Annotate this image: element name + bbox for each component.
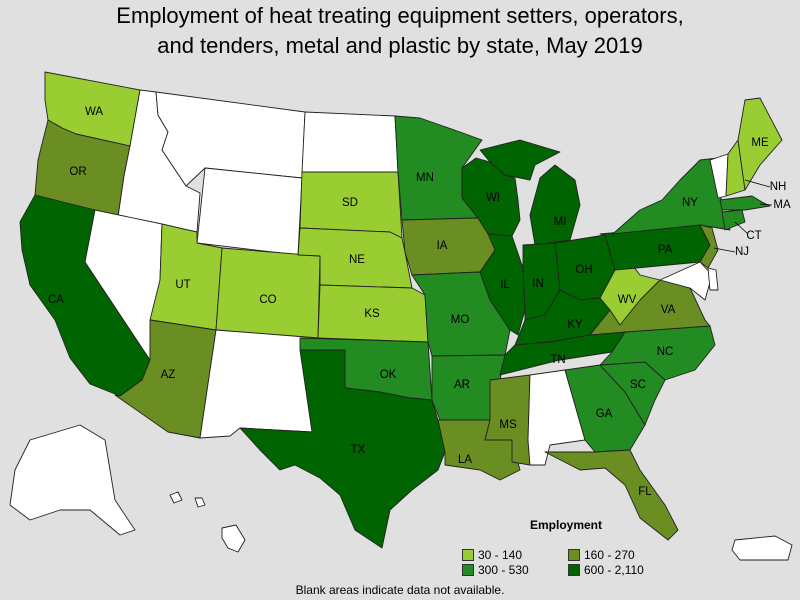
state-label-ga: GA — [596, 408, 613, 420]
state-label-oh: OH — [575, 264, 592, 276]
leader-line-ma — [759, 203, 773, 206]
state-label-la: LA — [458, 454, 472, 466]
state-hi — [169, 491, 246, 553]
state-label-ks: KS — [364, 308, 380, 320]
state-label-mo: MO — [451, 314, 470, 326]
legend-swatch — [462, 549, 474, 561]
state-ct — [721, 209, 746, 231]
title-line-1: Employment of heat treating equipment se… — [116, 3, 684, 28]
legend-item-30-140: 30 - 140 — [462, 548, 522, 562]
state-wy — [196, 167, 303, 256]
state-ak — [9, 424, 136, 536]
state-label-sc: SC — [630, 379, 646, 391]
state-label-ms: MS — [499, 419, 517, 431]
state-label-tn: TN — [550, 354, 565, 366]
state-label-wa: WA — [85, 106, 103, 118]
legend-label: 300 - 530 — [478, 563, 529, 577]
state-label-wi: WI — [486, 192, 500, 204]
state-label-nj: NJ — [735, 246, 749, 258]
legend-swatch — [462, 564, 474, 576]
state-label-mn: MN — [416, 172, 434, 184]
map-title: Employment of heat treating equipment se… — [0, 1, 800, 61]
state-label-sd: SD — [342, 197, 358, 209]
footnote: Blank areas indicate data not available. — [295, 583, 505, 597]
legend-item-160-270: 160 - 270 — [568, 548, 635, 562]
state-label-me: ME — [751, 137, 769, 149]
state-fl — [544, 449, 679, 541]
state-nd — [301, 111, 399, 173]
leader-line-nh — [744, 179, 771, 188]
state-label-co: CO — [259, 294, 276, 306]
state-wi — [461, 157, 521, 237]
state-nc — [599, 325, 716, 381]
state-label-va: VA — [661, 304, 676, 316]
legend-label: 600 - 2,110 — [584, 563, 644, 577]
legend-title: Employment — [529, 518, 602, 532]
state-il — [479, 233, 526, 336]
legend-swatch — [568, 564, 580, 576]
state-label-or: OR — [69, 166, 86, 178]
state-mi — [479, 139, 581, 246]
state-label-il: IL — [500, 279, 510, 291]
state-label-ky: KY — [567, 319, 583, 331]
state-label-ca: CA — [48, 294, 64, 306]
state-me — [737, 97, 783, 191]
state-label-nc: NC — [657, 346, 674, 358]
state-label-wv: WV — [618, 294, 637, 306]
state-label-nh: NH — [770, 181, 787, 193]
state-label-az: AZ — [161, 369, 176, 381]
state-md — [659, 261, 713, 301]
legend: Employment 30 - 140 160 - 270 300 - 530 … — [458, 518, 708, 577]
state-tx — [239, 349, 446, 549]
legend-item-300-530: 300 - 530 — [462, 563, 529, 577]
state-ma — [719, 195, 771, 211]
legend-label: 160 - 270 — [584, 548, 635, 562]
state-label-ma: MA — [773, 199, 791, 211]
state-label-in: IN — [532, 278, 544, 290]
leader-line-ct — [734, 221, 749, 235]
legend-item-600-2110: 600 - 2,110 — [568, 563, 644, 577]
state-co — [215, 247, 321, 339]
leader-line-nj — [713, 247, 736, 253]
state-label-tx: TX — [351, 444, 366, 456]
state-pr — [731, 535, 793, 561]
state-label-mi: MI — [554, 216, 567, 228]
state-label-ny: NY — [682, 197, 698, 209]
legend-label: 30 - 140 — [478, 548, 523, 562]
legend-swatch — [568, 549, 580, 561]
title-line-2: and tenders, metal and plastic by state,… — [157, 33, 643, 58]
state-label-ok: OK — [380, 369, 397, 381]
state-label-ar: AR — [454, 379, 470, 391]
state-label-ut: UT — [175, 279, 190, 291]
state-label-fl: FL — [638, 486, 652, 498]
state-label-ne: NE — [349, 254, 365, 266]
state-label-ct: CT — [746, 230, 761, 242]
state-de — [707, 267, 719, 291]
state-ia — [401, 217, 496, 276]
state-label-pa: PA — [658, 244, 673, 256]
state-label-ia: IA — [437, 240, 448, 252]
